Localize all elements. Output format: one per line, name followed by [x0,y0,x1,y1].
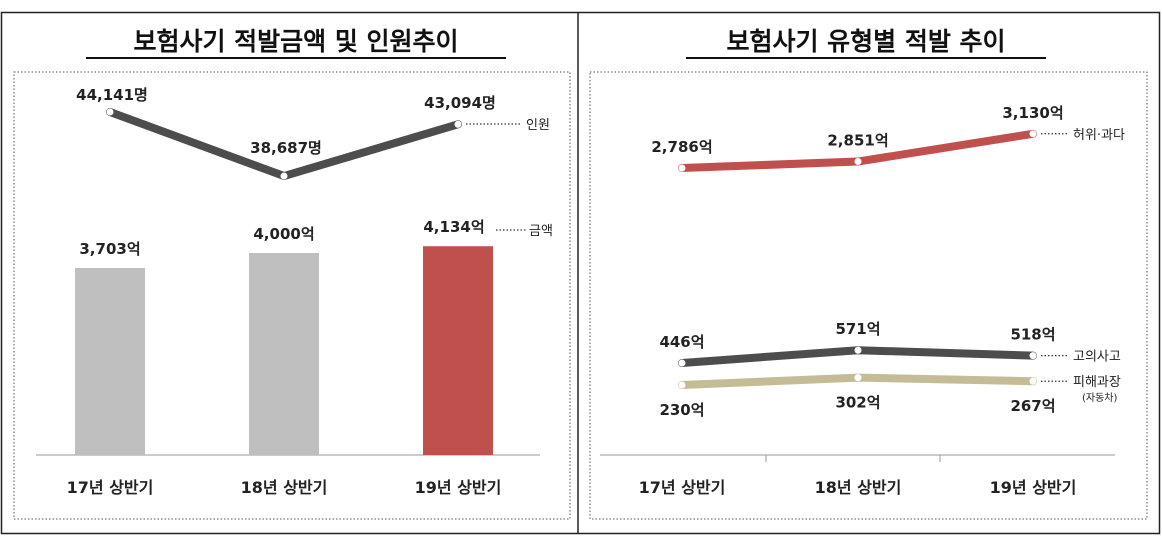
type-series-point [1029,352,1037,360]
type-legend: 고의사고 [1073,350,1121,365]
headcount-legend: 인원 [526,118,550,133]
right-plot-frame [589,71,1148,520]
amount-bar [75,267,145,455]
right-category-label: 18년 상반기 [815,478,902,497]
type-series-point [1029,130,1037,138]
type-series-point [854,346,862,354]
type-series-point [678,164,686,172]
type-series-label: 230억 [659,401,704,419]
type-legend: 허위·과다 [1073,128,1125,143]
left-category-label: 19년 상반기 [415,478,502,497]
left-category-label: 18년 상반기 [241,478,328,497]
amount-bar [423,246,493,455]
right-chart-title: 보험사기 유형별 적발 추이 [726,27,1005,56]
type-series-label: 2,851억 [827,132,888,150]
headcount-label: 43,094명 [424,94,496,112]
right-category-label: 19년 상반기 [990,478,1077,497]
amount-bar-label: 3,703억 [79,240,140,258]
amount-legend: 금액 [529,224,553,239]
headcount-label: 44,141명 [76,86,148,104]
type-series-label: 3,130억 [1002,104,1063,122]
left-chart-marks: 3,703억 4,000억 4,134억 44,141명 38,687명 43,094명인… [67,86,553,497]
amount-bar-label: 4,134억 [423,218,484,236]
amount-bar-label: 4,000억 [253,225,314,243]
type-legend-note: (자동차) [1082,392,1118,404]
headcount-point [454,120,462,128]
type-series-label: 302억 [835,394,880,412]
type-series-label: 446억 [659,333,704,351]
left-plot-frame [13,71,571,520]
left-chart-title: 보험사기 적발금액 및 인원추이 [133,27,458,56]
type-series-label: 518억 [1010,326,1055,344]
type-series-label: 571억 [835,320,880,338]
type-series-point [678,381,686,389]
type-series-point [1029,377,1037,385]
headcount-label: 38,687명 [250,139,322,157]
outer-frame [0,11,1161,535]
headcount-point [280,172,288,180]
left-category-label: 17년 상반기 [67,478,154,497]
type-series-label: 2,786억 [651,138,712,156]
type-legend: 피해과장 [1073,375,1121,390]
type-series-label: 267억 [1010,397,1055,415]
amount-bar [249,253,319,455]
type-series-point [854,158,862,166]
right-category-label: 17년 상반기 [639,478,726,497]
type-series-point [854,374,862,382]
headcount-point [106,108,114,116]
type-series-point [678,359,686,367]
